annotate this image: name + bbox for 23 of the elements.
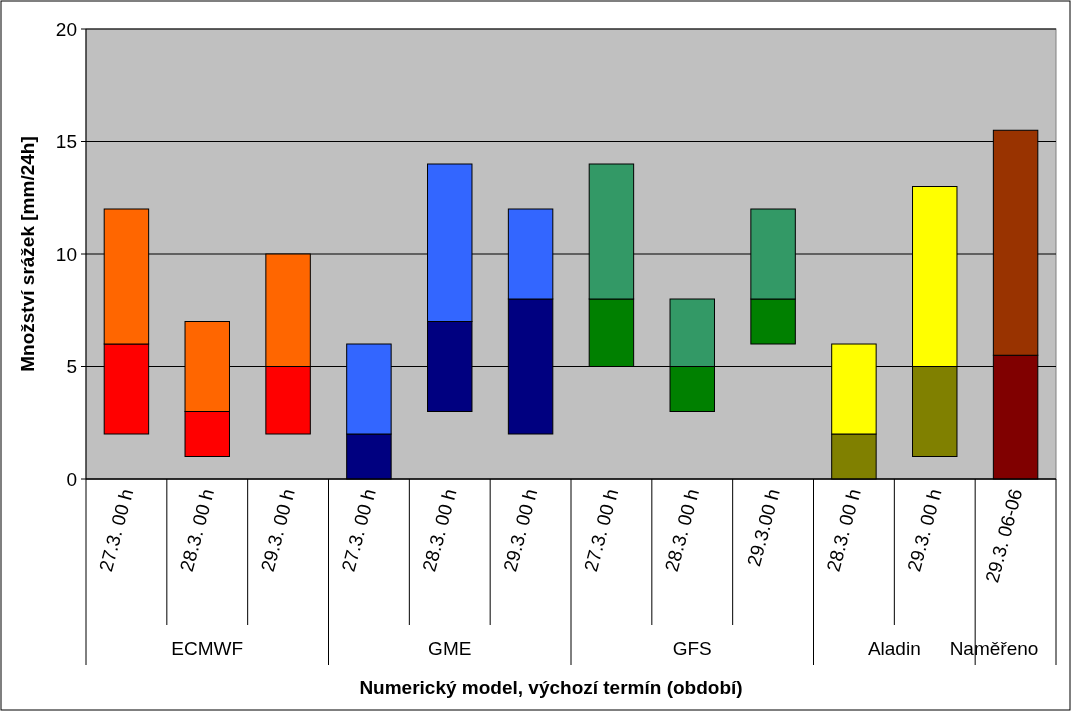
y-tick-label: 20 xyxy=(55,18,77,40)
x-tick-label: 27.3. 00 h xyxy=(95,486,138,574)
x-tick-label: 29.3. 00 h xyxy=(256,486,299,574)
y-tick-label: 15 xyxy=(55,131,77,153)
text: GFS xyxy=(672,638,712,659)
x-tick-label: 28.3. 00 h xyxy=(660,486,704,574)
x-tick-label: 28.3. 00 h xyxy=(175,486,219,574)
y-axis-title: Množství srážek [mm/24h] xyxy=(17,136,38,372)
x-tick-label: 29.3.00 h xyxy=(743,486,784,569)
x-tick-label: 29.3. 00 h xyxy=(903,486,946,574)
x-tick-label: 29.3. 00 h xyxy=(499,486,542,574)
x-tick-label: 28.3. 00 h xyxy=(822,486,865,574)
y-tick-label: 5 xyxy=(66,356,77,378)
text: ECMWF xyxy=(171,638,244,659)
x-tick-label: 28.3. 00 h xyxy=(418,486,461,574)
text: Aladin xyxy=(867,638,921,659)
x-axis-title: Numerický model, výchozí termín (období) xyxy=(359,677,743,698)
x-tick-label: 27.3. 00 h xyxy=(337,486,380,574)
y-tick-label: 10 xyxy=(55,243,77,265)
text: GME xyxy=(428,638,472,659)
x-tick-label: 29.3. 06-06 xyxy=(981,486,1027,585)
x-tick-label: 27.3. 00 h xyxy=(580,486,623,574)
y-tick-label: 0 xyxy=(66,468,77,490)
